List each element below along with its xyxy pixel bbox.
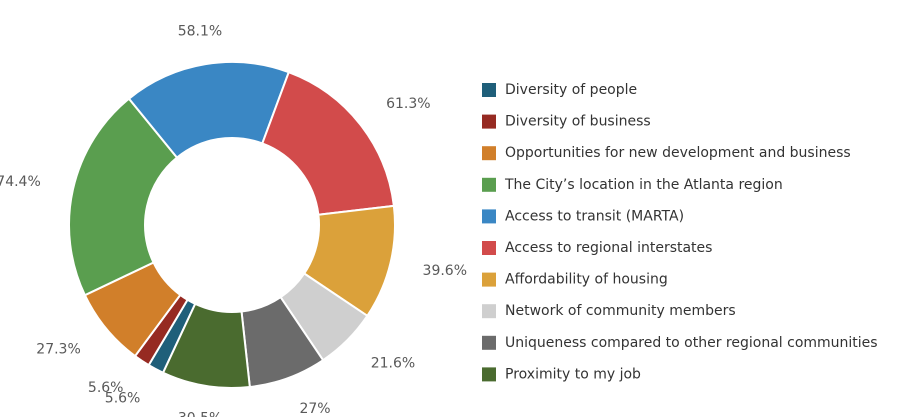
data-label: 27.3%	[36, 342, 80, 358]
legend-swatch	[482, 146, 496, 161]
legend-swatch	[482, 367, 496, 382]
data-label: 5.6%	[88, 380, 124, 396]
legend-swatch	[482, 272, 496, 287]
legend-label: Diversity of business	[505, 114, 651, 130]
legend-swatch	[482, 304, 496, 319]
data-label: 27%	[299, 401, 330, 417]
legend-label: Affordability of housing	[505, 272, 668, 288]
legend-swatch	[482, 209, 496, 224]
legend-swatch	[482, 114, 496, 129]
legend-label: Proximity to my job	[505, 366, 641, 382]
data-label: 39.6%	[423, 263, 467, 279]
legend-label: The City’s location in the Atlanta regio…	[504, 177, 783, 193]
legend-label: Opportunities for new development and bu…	[505, 145, 851, 161]
donut-slice	[68, 97, 179, 297]
legend-swatch	[482, 83, 496, 97]
legend-swatch	[482, 241, 496, 255]
legend-swatch	[482, 335, 496, 350]
donut-slice	[261, 70, 395, 216]
legend-label: Network of community members	[505, 303, 736, 319]
data-label: 61.3%	[386, 96, 430, 112]
data-label: 58.1%	[178, 24, 222, 40]
data-label: 74.4%	[0, 174, 41, 190]
legend-swatch	[482, 177, 496, 192]
legend-label: Diversity of people	[505, 82, 637, 98]
legend-label: Access to transit (MARTA)	[505, 208, 684, 224]
data-label: 5.6%	[105, 390, 141, 406]
legend-label: Access to regional interstates	[505, 240, 712, 256]
donut-slice	[161, 302, 251, 389]
data-label: 21.6%	[371, 355, 415, 371]
data-label: 30.5%	[178, 410, 222, 417]
legend-label: Uniqueness compared to other regional co…	[505, 335, 878, 351]
